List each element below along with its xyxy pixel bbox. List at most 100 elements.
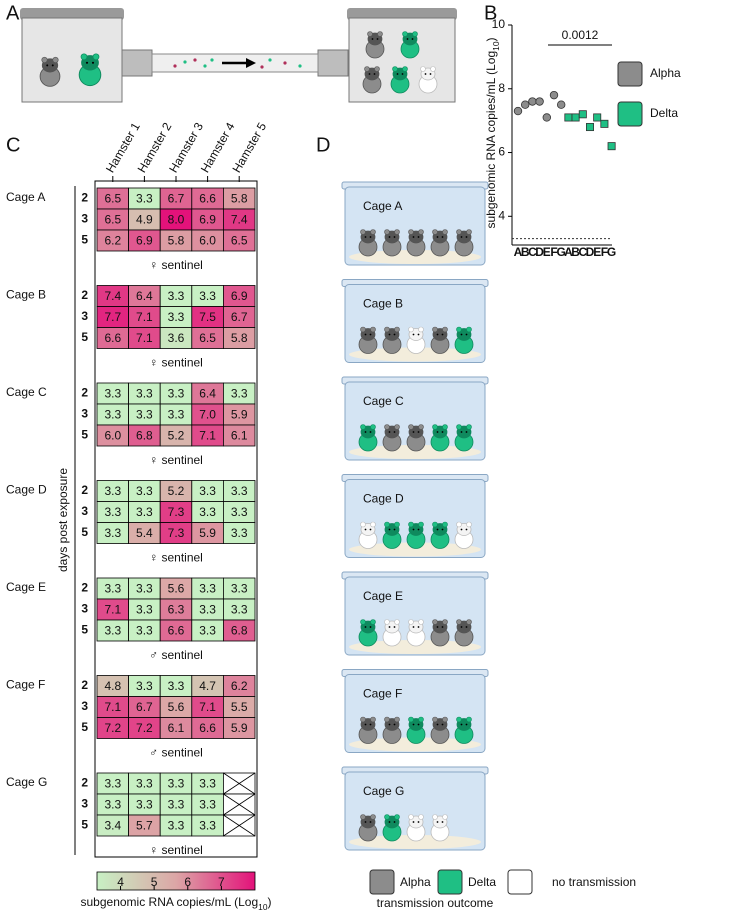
cell-label: 6.7 [136,700,153,714]
hamster-eye [441,333,444,336]
hamster-eye [465,626,468,628]
bedding [349,347,481,362]
significance-label: 0.0012 [562,28,599,42]
hamster-ear [432,619,438,625]
cell-label: 3.3 [136,408,153,422]
hamster-eye [412,528,415,531]
hamster-ear [384,229,390,235]
hamster-eye [441,626,444,628]
hamster-ear [432,814,438,820]
hamster-eye [393,626,396,628]
cell-label: 5.4 [136,526,153,540]
hamster-ear [420,66,426,72]
cell-label: 3.3 [199,582,216,596]
legend-title: transmission outcome [377,896,494,910]
hamster-eye [85,61,89,64]
x-tick-label: B [521,245,530,259]
hamster-eye [424,73,427,75]
legend-label: Delta [650,106,678,120]
hamster-icon [406,326,426,354]
hamster-eye [436,821,439,823]
hamster-ear [370,814,376,820]
hamster-icon [454,521,474,549]
row-label: 2 [81,581,88,595]
hamster-ear [394,424,400,430]
empty-cross [223,793,256,816]
hamster-ear [418,814,424,820]
cell-label: 3.3 [168,387,185,401]
hamster-eye [436,333,439,336]
group-label: Cage F [6,678,45,692]
hamster-icon [382,326,402,354]
hamster-icon [382,424,402,452]
hamster-eye [364,236,367,238]
hamster-icon [382,619,402,647]
hamster-ear [430,66,436,72]
cage [344,479,486,558]
hamster-ear [394,326,400,333]
cell-label: 6.6 [199,192,216,206]
hamster-eye [388,821,391,823]
data-point [564,113,573,122]
sentinel-label: ♀ sentinel [149,453,203,467]
hamster-icon [406,716,426,744]
hamster-ear [442,716,448,723]
hamster-icon [362,66,382,94]
cell-label: 3.3 [231,484,248,498]
hamster-icon [418,66,438,94]
hamster-icon [406,619,426,647]
hamster-ear [466,716,472,723]
hamster-eye [388,528,391,531]
hamster-ear [418,229,424,235]
cage-label: Cage A [363,199,402,213]
cell-label: 3.3 [231,582,248,596]
y-axis-title: days post exposure [56,468,70,572]
hamster-eye [368,73,371,75]
row-label: 5 [81,525,88,539]
bedding [349,640,481,654]
hamster-eye [51,64,54,67]
panel-label: C [6,134,20,156]
y-tick-label: 8 [498,81,505,95]
cell-label: 6.1 [231,429,248,443]
hamster-eye [441,723,444,726]
hamster-eye [436,236,439,238]
cell-label: 3.3 [104,624,121,638]
cell-label: 6.0 [104,429,121,443]
cell-label: 6.2 [104,234,121,248]
cell-label: 6.8 [136,429,153,443]
data-point [593,113,602,122]
hamster-icon [430,619,450,647]
empty-cross [223,772,256,795]
hamster-ear [394,716,400,723]
x-tick-label: C [578,245,587,259]
hamster-ear [408,229,414,235]
hamster-ear [384,716,390,723]
cell-label: 3.3 [168,777,185,791]
row-label: 3 [81,602,88,616]
hamster-icon [365,31,385,59]
hamster-eye [441,528,444,531]
hamster-ear [360,424,366,430]
cell-label: 3.3 [136,192,153,206]
hamster-eye [465,333,468,336]
row-label: 5 [81,233,88,247]
cage-label: Cage G [363,784,404,798]
cell-label: 3.4 [104,819,121,833]
row-label: 3 [81,407,88,421]
heatmap-cell [222,229,256,252]
hamster-ear [412,31,418,37]
colorbar-title: subgenomic RNA copies/mL (Log10) [81,895,272,912]
colorbar-tick-label: 4 [117,875,124,889]
cell-label: 7.0 [199,408,216,422]
cell-label: 6.3 [168,603,185,617]
hamster-eye [417,723,420,726]
hamster-eye [388,236,391,238]
hamster-eye [417,431,420,433]
hamster-eye [364,821,367,823]
row-label: 2 [81,483,88,497]
row-label: 2 [81,678,88,692]
cell-label: 7.1 [199,429,216,443]
data-point [542,113,551,122]
